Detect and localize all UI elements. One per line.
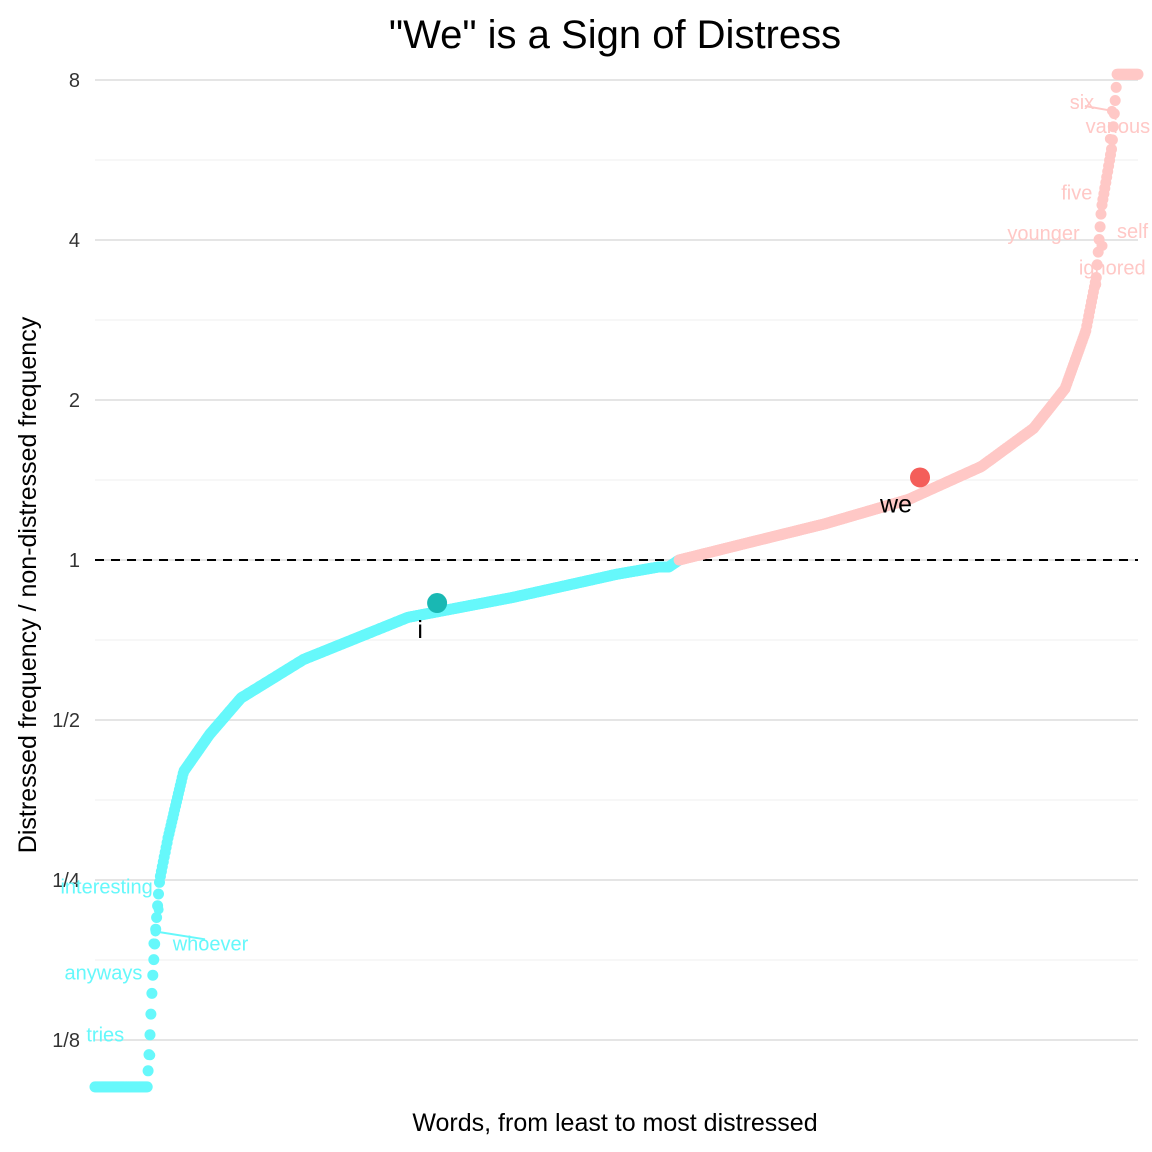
label-leader-line — [155, 930, 206, 941]
labeled-word-point — [1104, 133, 1115, 144]
labeled-word-point — [1097, 240, 1108, 251]
labeled-word-point — [1091, 279, 1102, 290]
y-tick-label: 2 — [69, 390, 80, 412]
word-label: anyways — [65, 962, 143, 984]
highlighted-words: i we — [417, 467, 931, 644]
highlight-point — [427, 593, 448, 614]
word-point — [1095, 208, 1107, 220]
word-label: whoever — [172, 934, 249, 956]
labeled-word-point — [148, 938, 159, 949]
y-tick-label: 1/2 — [52, 710, 80, 732]
word-point — [153, 888, 164, 900]
word-point — [142, 1065, 154, 1077]
data-points — [89, 68, 1144, 1093]
word-label: six — [1070, 92, 1094, 114]
word-point — [141, 1081, 153, 1093]
y-tick-label: 1 — [69, 550, 80, 572]
x-axis-label: Words, from least to most distressed — [412, 1109, 817, 1137]
word-labels: tries anyways whoever interesting ignored you… — [60, 92, 1150, 1061]
word-point — [147, 969, 159, 981]
y-tick-label: 1/8 — [52, 1030, 80, 1052]
word-point — [151, 912, 163, 923]
grid-lines — [95, 79, 1138, 1041]
chart-title: "We" is a Sign of Distress — [389, 13, 841, 57]
word-label: five — [1061, 182, 1092, 204]
word-label: self — [1117, 221, 1149, 243]
word-label: tries — [86, 1024, 124, 1046]
highlight-label: we — [879, 490, 912, 518]
word-point — [1106, 143, 1117, 155]
word-label: interesting — [60, 877, 152, 899]
word-point — [1107, 121, 1119, 133]
y-axis-label: Distressed frequency / non-distressed fr… — [14, 316, 42, 853]
word-label: younger — [1007, 223, 1080, 245]
word-label: ignored — [1079, 257, 1146, 279]
word-point — [1091, 259, 1103, 271]
word-point — [1132, 68, 1144, 80]
labeled-word-point — [153, 904, 164, 915]
word-point — [148, 954, 160, 966]
word-point — [145, 1008, 157, 1020]
y-tick-label: 1/4 — [52, 870, 80, 892]
word-point — [146, 987, 158, 999]
highlight-label: i — [417, 616, 423, 644]
word-point — [1110, 81, 1122, 93]
y-tick-label: 4 — [69, 230, 80, 252]
y-axis-ticks: 1/8 1/4 1/2 1 2 4 8 — [52, 70, 80, 1052]
word-point — [1094, 221, 1106, 233]
label-leader-line — [1084, 105, 1113, 112]
labeled-word-point — [1103, 161, 1114, 172]
labeled-word-point — [145, 1050, 156, 1061]
word-point — [1109, 95, 1121, 106]
y-tick-label: 8 — [69, 70, 80, 92]
highlight-point — [910, 467, 931, 488]
word-label: various — [1086, 116, 1150, 138]
word-point — [144, 1029, 156, 1041]
